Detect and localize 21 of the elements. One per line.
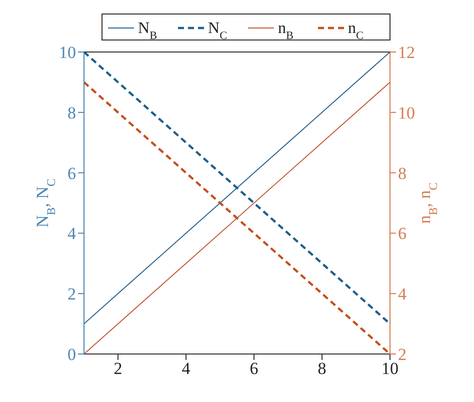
y2-tick-label: 2 xyxy=(398,345,406,364)
x-tick-label: 2 xyxy=(114,359,122,378)
y-tick-label: 2 xyxy=(68,284,76,304)
legend-label: n$_{B}$ xyxy=(278,20,294,42)
y-tick-label: 4 xyxy=(68,224,76,244)
y2-tick-label: 6 xyxy=(398,224,406,244)
y2-tick-label: 8 xyxy=(398,164,406,183)
x-tick-label: 10 xyxy=(382,359,398,378)
y-tick-label: 10 xyxy=(59,43,76,62)
legend-label: n$_{C}$ xyxy=(348,20,364,42)
legend-label: N$_{B}$ xyxy=(138,20,158,42)
y-tick-label: 0 xyxy=(68,345,76,364)
y2-tick-label: 12 xyxy=(398,43,415,62)
x-tick-label: 4 xyxy=(182,359,191,378)
y-tick-label: 8 xyxy=(68,103,76,122)
y-tick-label: 6 xyxy=(68,164,76,183)
x-tick-label: 8 xyxy=(318,359,326,378)
y2-tick-label: 10 xyxy=(398,103,415,122)
y2-tick-label: 4 xyxy=(398,284,407,304)
x-tick-label: 6 xyxy=(250,359,258,378)
legend-label: N$_{C}$ xyxy=(208,20,228,42)
